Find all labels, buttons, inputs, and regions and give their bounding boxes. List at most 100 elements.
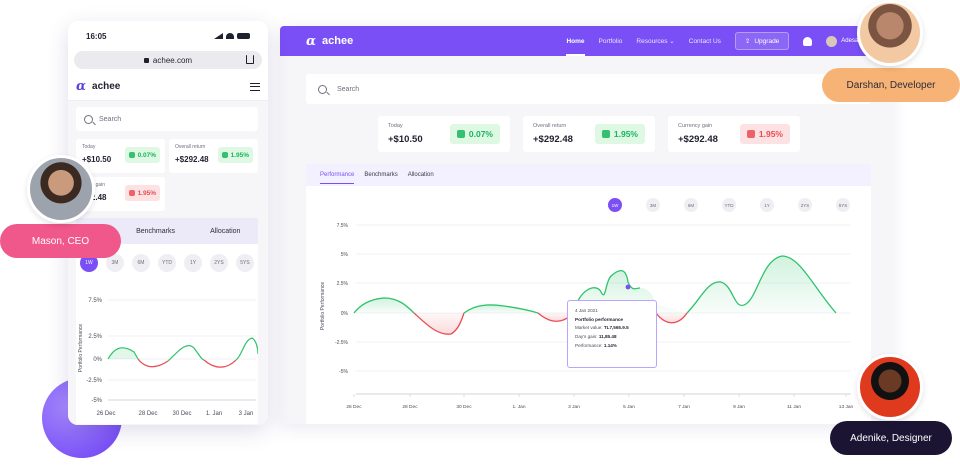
kpi-today: Today +$10.50 0.07% bbox=[76, 139, 165, 173]
arrow-up-icon bbox=[128, 152, 135, 158]
y-tick: -5% bbox=[91, 398, 102, 404]
range-ytd[interactable]: YTD bbox=[722, 198, 736, 212]
brand-logo[interactable]: α achee bbox=[306, 34, 353, 49]
chart-tabs: Performance Benchmarks Allocation bbox=[306, 164, 871, 186]
range-3m[interactable]: 3M bbox=[646, 198, 660, 212]
search-icon bbox=[318, 84, 327, 94]
kpi-value: +$10.50 bbox=[82, 155, 112, 164]
signal-icon bbox=[214, 33, 223, 39]
positive-line bbox=[686, 255, 837, 314]
url-text: achee.com bbox=[152, 55, 193, 65]
share-icon[interactable] bbox=[246, 55, 254, 64]
range-1y[interactable]: 1Y bbox=[184, 254, 202, 272]
range-5ys[interactable]: 5YS bbox=[236, 254, 254, 272]
name-tag-adenike: Adenike, Designer bbox=[830, 421, 952, 455]
brand-logo[interactable]: α achee bbox=[76, 79, 120, 94]
range-2ys[interactable]: 2YS bbox=[798, 198, 812, 212]
y-tick: 0% bbox=[341, 311, 349, 317]
bell-icon[interactable] bbox=[803, 36, 813, 46]
mobile-performance-chart: 7.5% 2.5% 0% -2.5% -5% Portfolio Perform… bbox=[78, 298, 258, 417]
kpi-overall-return: Overall return +$292.48 1.95% bbox=[523, 116, 655, 152]
tooltip-market: Market value: TL7,565.9.5 bbox=[575, 324, 649, 333]
upgrade-button[interactable]: ⇪ Upgrade bbox=[734, 32, 790, 50]
nav-portfolio[interactable]: Portfolio bbox=[598, 37, 623, 45]
range-5ys[interactable]: 5YS bbox=[836, 198, 850, 212]
arrow-up-icon bbox=[456, 130, 465, 138]
status-badge: 0.07% bbox=[124, 147, 160, 163]
range-ytd[interactable]: YTD bbox=[158, 254, 176, 272]
chevron-down-icon: ⌄ bbox=[669, 38, 675, 45]
badge-value: 0.07% bbox=[137, 151, 156, 159]
upgrade-label: Upgrade bbox=[754, 37, 780, 45]
alpha-logo-icon: α bbox=[76, 79, 87, 94]
battery-icon bbox=[237, 33, 250, 39]
nav-contact[interactable]: Contact Us bbox=[688, 37, 721, 45]
x-tick: 1. Jan bbox=[512, 404, 525, 410]
status-icons bbox=[214, 33, 250, 39]
arrow-down-icon bbox=[746, 130, 755, 138]
chart-tooltip: 4 Jan 2021 Portfolio performance Market … bbox=[567, 300, 657, 368]
range-1w[interactable]: 1W bbox=[608, 198, 622, 212]
kpi-title: Today bbox=[388, 123, 403, 129]
avatar-darshan bbox=[857, 0, 923, 66]
hover-point[interactable] bbox=[625, 284, 631, 290]
range-2ys[interactable]: 2YS bbox=[210, 254, 228, 272]
mobile-chart-card: 1W 3M 6M YTD 1Y 2YS 5YS 7.5% 2.5% 0% bbox=[76, 244, 258, 424]
y-tick: 7.5% bbox=[337, 223, 349, 229]
tab-performance[interactable]: Performance bbox=[320, 167, 355, 184]
search-input[interactable]: Search bbox=[306, 74, 871, 104]
tab-allocation[interactable]: Allocation bbox=[210, 227, 241, 235]
range-1w[interactable]: 1W bbox=[80, 254, 98, 272]
badge-value: 1.95% bbox=[613, 129, 638, 139]
x-tick: 28 Dec bbox=[402, 404, 418, 410]
negative-line bbox=[137, 358, 169, 368]
nav-home[interactable]: Home bbox=[566, 34, 585, 56]
mobile-phone: 16:05 achee.com α achee Search bbox=[68, 21, 268, 425]
x-tick: 7 Jan bbox=[678, 404, 690, 410]
address-bar[interactable]: achee.com bbox=[74, 51, 262, 69]
negative-line bbox=[655, 312, 688, 324]
x-tick: 9 Jan bbox=[733, 404, 745, 410]
range-selector: 1W 3M 6M YTD 1Y 2YS 5YS bbox=[80, 254, 254, 272]
desktop-window: α achee Home Portfolio Resources ⌄ Conta… bbox=[280, 26, 892, 424]
alpha-logo-icon: α bbox=[306, 33, 317, 49]
kpi-value: +$10.50 bbox=[388, 134, 423, 145]
range-3m[interactable]: 3M bbox=[106, 254, 124, 272]
negative-line bbox=[413, 312, 465, 335]
range-6m[interactable]: 6M bbox=[132, 254, 150, 272]
brand-name: achee bbox=[92, 81, 121, 92]
status-badge: 1.95% bbox=[739, 124, 790, 144]
search-input[interactable]: Search bbox=[76, 107, 258, 131]
range-1y[interactable]: 1Y bbox=[760, 198, 774, 212]
kpi-currency-gain: Currency gain +$292.48 1.95% bbox=[668, 116, 800, 152]
x-tick: 26 Dec bbox=[346, 404, 362, 410]
positive-line bbox=[463, 304, 539, 314]
hamburger-menu-icon[interactable] bbox=[250, 82, 260, 91]
performance-card: Performance Benchmarks Allocation 1W 3M … bbox=[306, 164, 871, 424]
y-tick: 2.5% bbox=[337, 281, 349, 287]
y-tick: 5% bbox=[341, 252, 349, 258]
nav-resources[interactable]: Resources ⌄ bbox=[636, 33, 674, 49]
tab-benchmarks[interactable]: Benchmarks bbox=[364, 172, 398, 178]
avatar-mason bbox=[27, 155, 95, 223]
tab-benchmarks[interactable]: Benchmarks bbox=[136, 227, 175, 235]
range-6m[interactable]: 6M bbox=[684, 198, 698, 212]
x-tick-marks bbox=[353, 394, 847, 397]
search-icon bbox=[84, 114, 93, 124]
status-badge: 0.07% bbox=[449, 124, 500, 144]
x-tick: 30 Dec bbox=[172, 411, 191, 417]
avatar bbox=[826, 35, 838, 47]
x-tick: 3 Jan bbox=[568, 404, 580, 410]
badge-value: 1.95% bbox=[230, 151, 249, 159]
kpi-today: Today +$10.50 0.07% bbox=[378, 116, 510, 152]
tab-allocation[interactable]: Allocation bbox=[407, 172, 434, 178]
y-axis-label: Portfolio Performance bbox=[78, 324, 84, 373]
desktop-performance-chart: 7.5% 5% 2.5% 0% -2.5% -5% Portfolio Perf… bbox=[320, 223, 854, 410]
x-tick: 30 Dec bbox=[456, 404, 472, 410]
kpi-row: Today +$10.50 0.07% Overall return +$292… bbox=[378, 116, 800, 152]
y-tick: 0% bbox=[93, 357, 102, 363]
tooltip-day-value: 11,85.48 bbox=[598, 334, 617, 340]
arrow-down-icon bbox=[128, 190, 135, 196]
y-axis-label: Portfolio Performance bbox=[320, 282, 326, 331]
status-badge: 1.95% bbox=[124, 185, 160, 201]
